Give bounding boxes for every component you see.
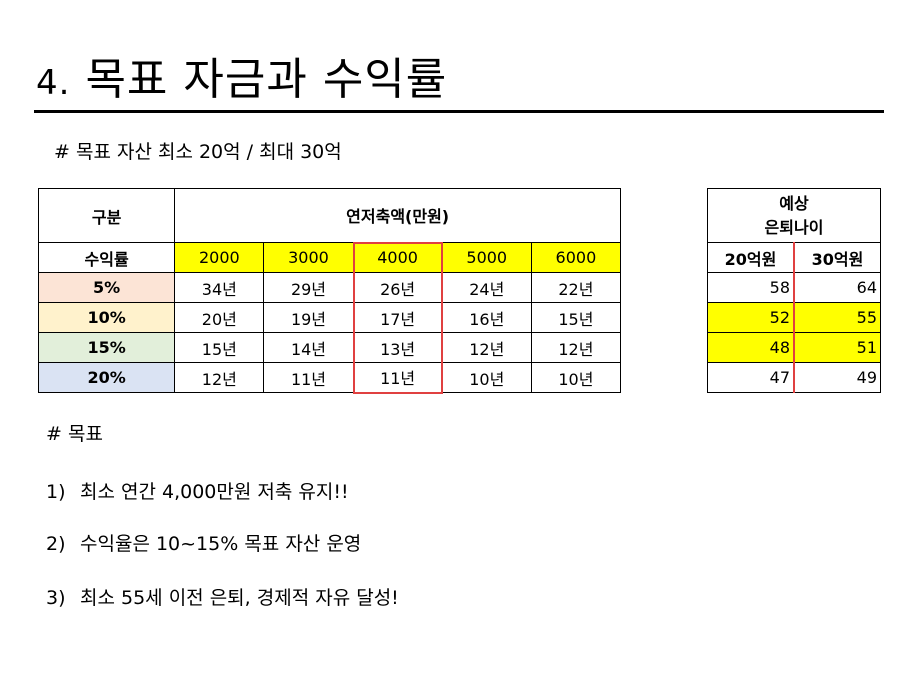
retirement-header: 예상 은퇴나이 — [707, 188, 881, 243]
title-text: 목표 자금과 수익률 — [85, 54, 448, 105]
years-cell: 11년 — [352, 362, 443, 394]
age-cell: 52 — [707, 302, 795, 333]
years-cell: 29년 — [263, 272, 355, 303]
goal-number: 3) — [46, 587, 66, 609]
amount-cell: 5000 — [441, 242, 532, 273]
age-cell: 47 — [707, 362, 795, 393]
rate-cell: 10% — [37, 302, 176, 333]
table-row: 47 49 — [707, 362, 881, 393]
years-cell: 12년 — [441, 332, 532, 363]
row-label-rate: 수익률 — [37, 242, 176, 273]
goal-item: 2) 수익율은 10~15% 목표 자산 운영 — [46, 530, 361, 558]
section-number: 4. — [36, 63, 71, 103]
years-cell: 19년 — [263, 302, 355, 333]
title-underline — [34, 110, 884, 113]
years-cell: 14년 — [263, 332, 355, 363]
header-category: 구분 — [37, 188, 176, 243]
age-cell: 51 — [793, 332, 881, 363]
table-row: 5% 34년 29년 26년 24년 22년 — [37, 272, 622, 303]
rate-cell: 20% — [37, 362, 176, 393]
years-cell: 17년 — [352, 302, 443, 333]
amount-cell: 3000 — [263, 242, 355, 273]
target-asset-note: # 목표 자산 최소 20억 / 최대 30억 — [54, 141, 342, 163]
table-row: 58 64 — [707, 272, 881, 303]
age-cell: 64 — [793, 272, 881, 303]
years-cell: 12년 — [530, 332, 622, 363]
years-cell: 34년 — [174, 272, 265, 303]
years-cell: 15년 — [174, 332, 265, 363]
amount-cell: 6000 — [530, 242, 622, 273]
retirement-header-line2: 은퇴나이 — [764, 217, 824, 237]
goal-text: 수익율은 10~15% 목표 자산 운영 — [80, 533, 362, 555]
years-cell: 10년 — [441, 362, 532, 393]
goal-item: 3) 최소 55세 이전 은퇴, 경제적 자유 달성! — [46, 584, 399, 612]
goals-heading: # 목표 — [46, 423, 103, 445]
goal-number: 2) — [46, 533, 66, 555]
table-row: 10% 20년 19년 17년 16년 15년 — [37, 302, 622, 333]
page-title: 4. 목표 자금과 수익률 — [36, 50, 447, 113]
col-30eok: 30억원 — [793, 242, 881, 273]
years-cell: 15년 — [530, 302, 622, 333]
age-cell: 48 — [707, 332, 795, 363]
years-cell: 20년 — [174, 302, 265, 333]
table-row: 20% 12년 11년 11년 10년 10년 — [37, 362, 622, 394]
goal-item: 1) 최소 연간 4,000만원 저축 유지!! — [46, 478, 349, 506]
goal-text: 최소 연간 4,000만원 저축 유지!! — [80, 481, 349, 503]
retirement-age-table: 예상 은퇴나이 20억원 30억원 58 64 52 55 48 51 47 4… — [707, 188, 881, 393]
amount-cell: 4000 — [352, 241, 443, 273]
header-savings: 연저축액(만원) — [174, 188, 621, 243]
age-cell: 58 — [707, 272, 795, 303]
age-cell: 49 — [793, 362, 881, 393]
savings-table: 구분 연저축액(만원) 수익률 2000 3000 4000 5000 6000… — [37, 188, 622, 394]
years-cell: 26년 — [352, 272, 443, 303]
table-row: 15% 15년 14년 13년 12년 12년 — [37, 332, 622, 363]
goal-text: 최소 55세 이전 은퇴, 경제적 자유 달성! — [80, 587, 399, 609]
years-cell: 13년 — [352, 332, 443, 363]
goal-number: 1) — [46, 481, 66, 503]
age-cell: 55 — [793, 302, 881, 333]
retirement-header-line1: 예상 — [779, 193, 809, 213]
rate-cell: 5% — [37, 272, 176, 303]
table-row: 52 55 — [707, 302, 881, 333]
col-20eok: 20억원 — [707, 242, 795, 273]
years-cell: 16년 — [441, 302, 532, 333]
amount-cell: 2000 — [174, 242, 265, 273]
years-cell: 11년 — [263, 362, 355, 393]
rate-cell: 15% — [37, 332, 176, 363]
years-cell: 22년 — [530, 272, 622, 303]
years-cell: 24년 — [441, 272, 532, 303]
years-cell: 12년 — [174, 362, 265, 393]
years-cell: 10년 — [530, 362, 622, 393]
table-row: 48 51 — [707, 332, 881, 363]
